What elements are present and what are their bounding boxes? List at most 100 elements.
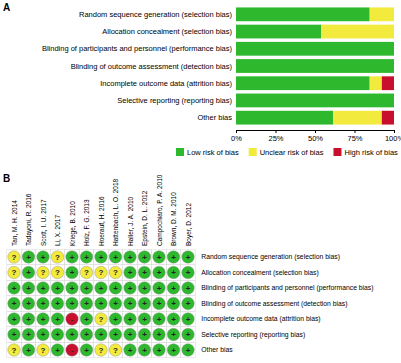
column-label: Tan, M. H. 2014 bbox=[11, 200, 18, 246]
tick-mark bbox=[236, 130, 237, 133]
judgement bbox=[153, 282, 166, 295]
judgement bbox=[153, 313, 166, 326]
bar bbox=[370, 76, 382, 90]
judgement-symbol: + bbox=[55, 346, 60, 355]
judgement-symbol: + bbox=[157, 330, 162, 339]
judgement bbox=[138, 282, 151, 295]
legend-label: Low risk of bias bbox=[187, 148, 239, 157]
judgement bbox=[66, 313, 79, 326]
judgement-symbol: + bbox=[171, 268, 176, 277]
cell-box bbox=[108, 327, 123, 343]
column-label: Brown, D. M. 2010 bbox=[170, 192, 177, 246]
judgement-symbol: + bbox=[157, 253, 162, 262]
cell-box bbox=[94, 296, 109, 312]
cell-box bbox=[36, 342, 51, 358]
column-label: Kriege, B. 2010 bbox=[69, 201, 77, 246]
judgement-symbol: ? bbox=[12, 346, 17, 355]
cell-box bbox=[50, 249, 65, 265]
category-label: Random sequence generation (selection bi… bbox=[79, 10, 233, 19]
cell-box bbox=[65, 311, 80, 327]
judgement bbox=[22, 251, 35, 264]
judgement-symbol: + bbox=[84, 284, 89, 293]
judgement bbox=[138, 344, 151, 357]
tick-mark bbox=[355, 130, 356, 133]
judgement-symbol: + bbox=[171, 346, 176, 355]
judgement-symbol: + bbox=[142, 284, 147, 293]
judgement bbox=[124, 328, 137, 341]
judgement-symbol: + bbox=[41, 253, 46, 262]
cell-box bbox=[108, 280, 123, 296]
panel-label: A bbox=[3, 2, 10, 13]
judgement bbox=[153, 251, 166, 264]
judgement-symbol: + bbox=[113, 330, 118, 339]
judgement bbox=[109, 282, 122, 295]
cell-box bbox=[50, 265, 65, 281]
panel-label: B bbox=[3, 173, 10, 184]
judgement bbox=[22, 313, 35, 326]
judgement-symbol: ? bbox=[113, 346, 118, 355]
judgement bbox=[124, 266, 137, 279]
cell-box bbox=[123, 249, 138, 265]
judgement-symbol: ? bbox=[113, 268, 118, 277]
cell-box bbox=[108, 296, 123, 312]
judgement-symbol: + bbox=[26, 268, 31, 277]
legend-label: High risk of bias bbox=[344, 148, 398, 157]
tick-label: 0% bbox=[231, 134, 242, 143]
judgement bbox=[66, 328, 79, 341]
judgement bbox=[138, 266, 151, 279]
judgement-symbol: + bbox=[113, 299, 118, 308]
column-label: Tadayoni, R. 2016 bbox=[25, 193, 33, 246]
judgement-symbol: + bbox=[26, 284, 31, 293]
legend-label: Unclear risk of bias bbox=[260, 148, 324, 157]
column-label: Li, X. 2017 bbox=[54, 215, 61, 246]
cell-box bbox=[36, 265, 51, 281]
cell-box bbox=[137, 280, 152, 296]
judgement bbox=[22, 344, 35, 357]
legend: Low risk of bias Unclear risk of bias High… bbox=[176, 148, 398, 157]
cell-box bbox=[50, 296, 65, 312]
judgement-symbol: ? bbox=[55, 253, 60, 262]
category-label: Blinding of participants and personnel (… bbox=[42, 44, 233, 53]
judgement-symbol: ? bbox=[99, 346, 104, 355]
tick: 0% bbox=[231, 130, 242, 143]
judgement bbox=[8, 282, 21, 295]
bar bbox=[236, 76, 370, 90]
judgement bbox=[51, 344, 64, 357]
judgement bbox=[80, 328, 93, 341]
judgement bbox=[80, 313, 93, 326]
cell-box bbox=[108, 311, 123, 327]
cell-box bbox=[36, 327, 51, 343]
judgement bbox=[167, 251, 180, 264]
bar bbox=[394, 25, 395, 39]
judgement-symbol: - bbox=[71, 315, 74, 324]
bar bbox=[382, 76, 394, 90]
bar bbox=[394, 94, 395, 108]
tick-mark bbox=[315, 130, 316, 133]
cell-box bbox=[123, 296, 138, 312]
tick-label: 100% bbox=[385, 134, 401, 143]
cell-box bbox=[123, 327, 138, 343]
judgement-symbol: + bbox=[113, 284, 118, 293]
cell-box bbox=[65, 280, 80, 296]
cell-box bbox=[65, 296, 80, 312]
column-label: Hoerauf, H. 2016 bbox=[98, 196, 105, 246]
cell-box bbox=[65, 327, 80, 343]
judgement-symbol: + bbox=[12, 330, 17, 339]
cell-box bbox=[36, 296, 51, 312]
tick: 100% bbox=[385, 130, 401, 143]
row-label: Selective reporting (reporting bias) bbox=[201, 331, 305, 339]
judgement bbox=[51, 266, 64, 279]
column-label: Boyer, D. 2012 bbox=[185, 203, 193, 246]
figure: A Random sequence generation (selection b… bbox=[0, 0, 401, 363]
cell-box bbox=[123, 342, 138, 358]
cell-box bbox=[7, 342, 22, 358]
judgement-symbol: + bbox=[128, 284, 133, 293]
column-label: Hattenbach, L. O. 2018 bbox=[112, 178, 119, 246]
bar bbox=[394, 59, 395, 73]
cell-box bbox=[108, 342, 123, 358]
judgement bbox=[37, 282, 50, 295]
column-label: Epstein, D. L. 2012 bbox=[141, 190, 149, 246]
cell-box bbox=[152, 327, 167, 343]
judgement-symbol: + bbox=[70, 284, 75, 293]
judgement bbox=[66, 297, 79, 310]
